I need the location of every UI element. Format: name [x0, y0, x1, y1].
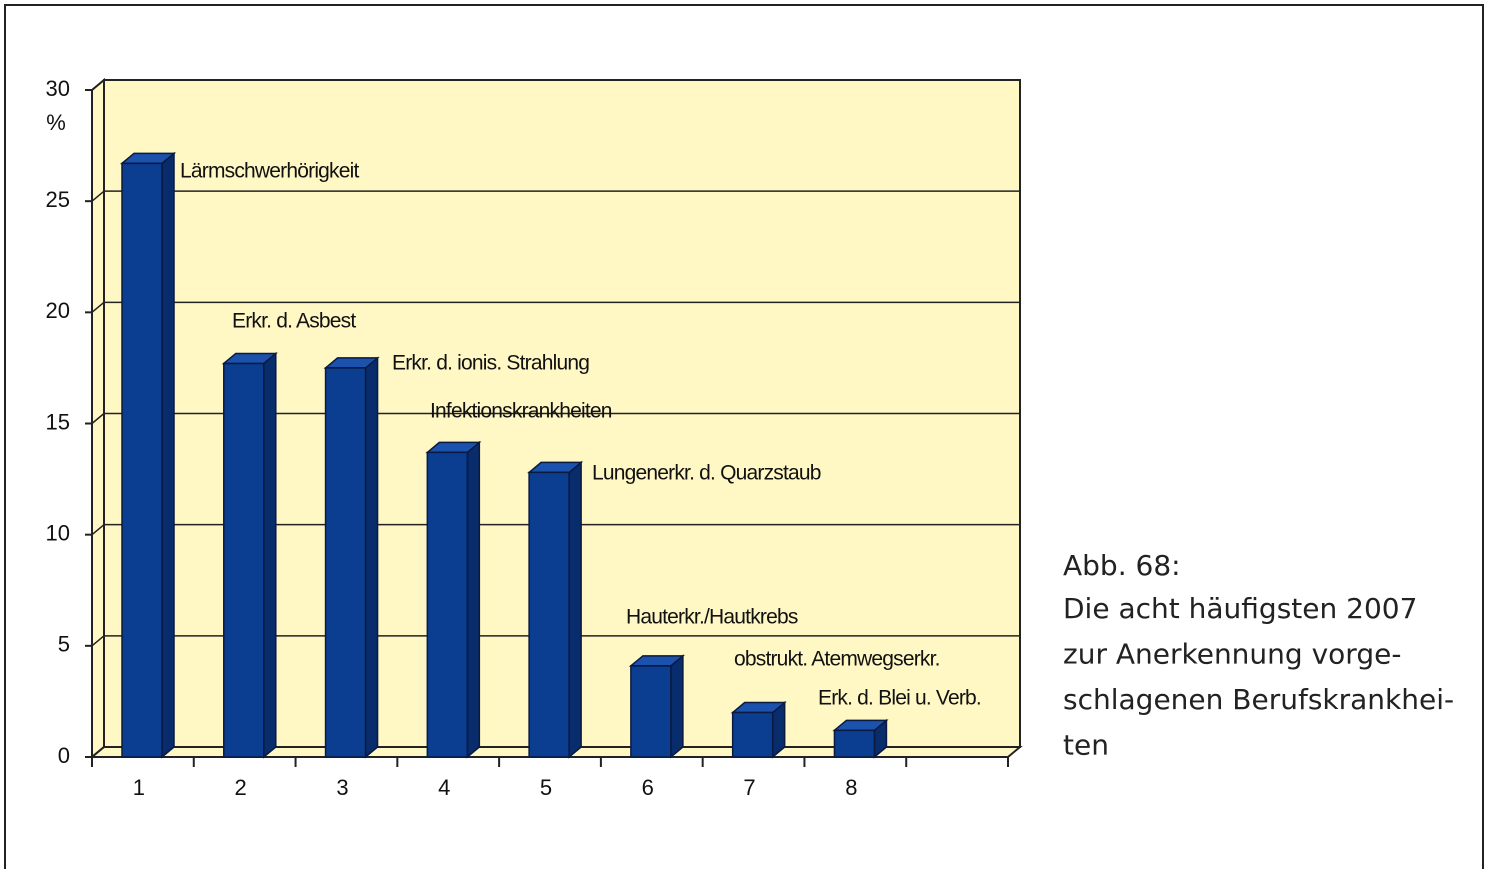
y-tick-label: 15	[46, 409, 70, 434]
frame	[4, 4, 1484, 869]
grid-line-side	[91, 301, 105, 313]
bar	[628, 654, 685, 759]
x-tick-label: 2	[235, 775, 247, 800]
y-tick-label: 5	[58, 632, 70, 657]
grid-line-side	[91, 635, 105, 647]
bar	[323, 356, 380, 759]
caption-line: ten	[1063, 729, 1109, 762]
y-axis-label: %	[46, 110, 66, 135]
caption-label: Abb. 68:	[1063, 549, 1181, 582]
y-tick-label: 30	[46, 76, 70, 101]
bar	[119, 151, 177, 759]
bar-side	[364, 356, 379, 759]
bar-annotation: Lärmschwerhörigkeit	[180, 160, 360, 183]
grid-line-side	[91, 412, 105, 425]
bar-front	[121, 162, 163, 758]
bar-front	[223, 362, 265, 758]
caption-line: Die acht häufigsten 2007	[1063, 592, 1417, 625]
x-tick-label: 7	[743, 775, 755, 800]
bar-side	[568, 460, 582, 759]
bar-front	[324, 367, 367, 758]
bar-side	[670, 654, 684, 759]
grid-line-side	[91, 190, 105, 202]
y-tick-label: 0	[58, 743, 70, 768]
bar	[221, 351, 278, 759]
bar-side	[466, 440, 481, 759]
x-tick-label: 6	[642, 775, 654, 800]
bar-annotation: Erk. d. Blei u. Verb.	[818, 687, 981, 710]
bar-front	[528, 471, 570, 758]
bar	[730, 700, 787, 759]
x-tick-label: 4	[438, 775, 450, 800]
grid-line-side	[91, 746, 105, 758]
bar-front	[731, 711, 774, 758]
bar-annotation: Infektionskrankheiten	[430, 400, 612, 423]
bar-side	[263, 351, 277, 759]
bar-annotation: Lungenerkr. d. Quarzstaub	[592, 462, 821, 485]
bar-front	[833, 729, 876, 758]
bar	[832, 718, 889, 759]
bar-front	[426, 451, 469, 758]
y-tick-label: 20	[46, 298, 70, 323]
bar	[527, 460, 584, 759]
x-tick-label: 8	[845, 775, 857, 800]
y-tick-label: 10	[46, 520, 70, 545]
bar	[425, 440, 482, 759]
grid-line-side	[91, 524, 105, 536]
grid-line-side	[91, 79, 105, 91]
x-tick-label: 3	[336, 775, 348, 800]
bar-annotation: Erkr. d. Asbest	[232, 310, 356, 333]
bar-side	[161, 151, 175, 759]
x-tick-label: 5	[540, 775, 552, 800]
bar-annotation: obstrukt. Atemwegserkr.	[734, 648, 940, 671]
bar-front	[630, 665, 672, 758]
bar-annotation: Erkr. d. ionis. Strahlung	[392, 352, 589, 375]
bar-annotation: Hauterkr./Hautkrebs	[626, 606, 798, 629]
caption-line: zur Anerkennung vorge-	[1063, 638, 1401, 671]
y-tick-label: 25	[46, 187, 70, 212]
caption-line: schlagenen Berufskrankhei-	[1063, 683, 1454, 716]
x-tick-label: 1	[133, 775, 145, 800]
